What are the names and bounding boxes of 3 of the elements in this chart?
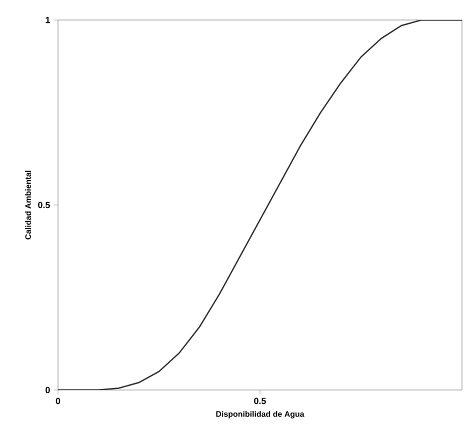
y-tick-label: 1: [46, 16, 50, 24]
y-tick-label: 0: [46, 386, 50, 394]
y-tick-label: 0.5: [38, 202, 50, 208]
